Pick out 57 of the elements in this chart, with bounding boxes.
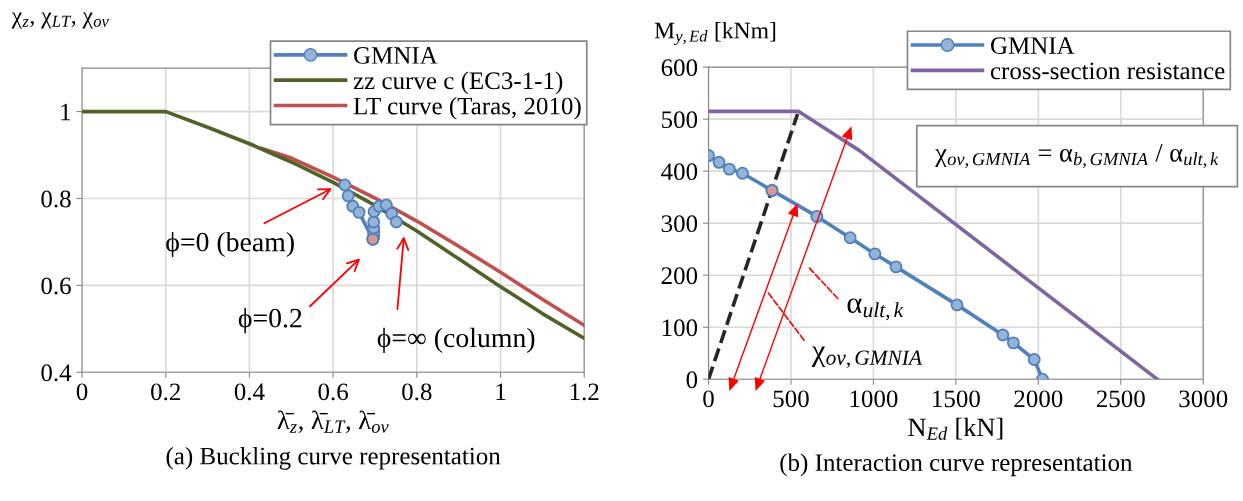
y-tick-label: 200 (661, 267, 698, 285)
point (1006, 336, 1020, 350)
x-axis-title: N$_{Ed}$ [kN] (908, 417, 1003, 440)
x-tick-label: 0 (76, 383, 88, 401)
x-tick-label: 2000 (1014, 390, 1063, 408)
x-tick-label: 0.4 (234, 383, 265, 401)
point (950, 298, 964, 312)
x-tick-label: 1 (496, 383, 506, 401)
y-tick-label: 1 (61, 103, 71, 121)
point (389, 215, 403, 229)
y-tick-label: 0.8 (41, 190, 71, 208)
legend-label: zz curve c (EC3-1-1) (353, 71, 563, 95)
y-tick-label: 300 (661, 215, 698, 233)
y-axis-title: χ$_{z}$, χ$_{LT}$, χ$_{ov}$ (11, 12, 109, 29)
legend-label: cross-section resistance (990, 62, 1225, 80)
annotation: ϕ=0 (beam) (166, 231, 294, 258)
annotation: χ$_{ov,GMNIA}$ (811, 346, 923, 368)
x-tick-label: 0.8 (402, 383, 432, 401)
y-tick-label: 600 (661, 59, 698, 77)
x-tick-label: 0.6 (318, 383, 348, 401)
y-tick-label: 0.4 (41, 364, 72, 382)
x-tick-label: 1000 (850, 390, 898, 408)
x-axis-title: λ̄$_{z}$, λ̄$_{LT}$, λ̄$_{ov}$ (277, 410, 389, 434)
x-tick-label: 0 (703, 390, 714, 408)
point (889, 260, 903, 274)
legend-label: GMNIA (990, 37, 1075, 54)
y-tick-label: 0 (686, 371, 698, 389)
annotation: α$_{ult,k}$ (847, 298, 904, 321)
point (996, 328, 1010, 342)
point (843, 231, 857, 245)
legend-label: LT curve (Taras, 2010) (353, 96, 581, 120)
x-tick-label: 2500 (1096, 390, 1145, 408)
y-axis-title: M$_{y,Ed}$ [kNm] (654, 21, 776, 46)
annotation: ϕ=∞ (column) (377, 327, 535, 353)
y-tick-label: 500 (662, 111, 698, 129)
point (736, 166, 749, 180)
point (722, 162, 736, 176)
x-tick-label: 500 (773, 390, 809, 408)
annotation: χ$_{ov,GMNIA}$ = α$_{b,GMNIA}$ / α$_{ult,k}$ (935, 144, 1219, 168)
point (367, 215, 381, 229)
text: (b) Interaction curve representation (780, 453, 1133, 477)
annotation: ϕ=0.2 (238, 307, 302, 334)
point (338, 178, 352, 192)
x-tick-label: 1500 (933, 390, 980, 408)
x-tick-label: 1.2 (570, 383, 599, 401)
text: (a) Buckling curve representation (166, 446, 501, 470)
y-tick-label: 100 (662, 319, 698, 337)
legend-label: GMNIA (354, 47, 438, 64)
point (352, 205, 366, 219)
y-tick-label: 0.6 (41, 277, 71, 295)
y-tick-label: 400 (661, 163, 698, 181)
x-tick-label: 0.2 (151, 383, 180, 401)
point (1027, 353, 1041, 366)
point (868, 247, 882, 261)
x-tick-label: 3000 (1179, 390, 1228, 408)
point (712, 155, 726, 169)
point (341, 189, 355, 203)
